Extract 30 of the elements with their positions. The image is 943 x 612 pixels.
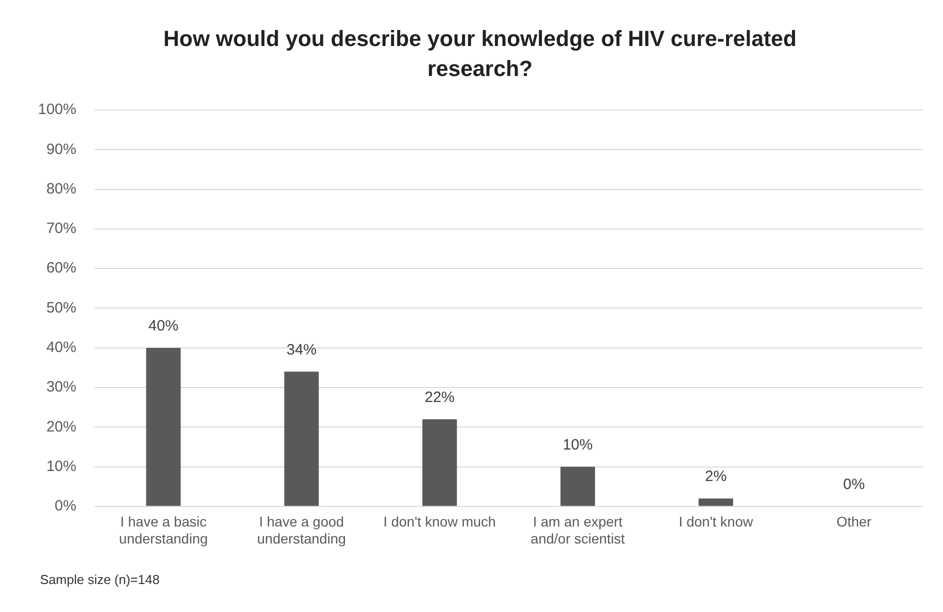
y-tick-label: 20% (46, 418, 76, 436)
y-tick-label: 0% (54, 498, 76, 515)
y-tick-label: 60% (46, 260, 76, 277)
x-tick-label: I am an expert and/or scientist (530, 514, 625, 546)
y-tick-label: 80% (46, 180, 76, 198)
y-tick-label: 70% (46, 220, 76, 238)
x-tick-label: I don't know much (383, 514, 496, 530)
x-tick-label: Other (836, 514, 872, 530)
x-tick-label: I have a basic understanding (119, 514, 208, 546)
y-tick-label: 40% (46, 338, 76, 356)
data-label: 22% (424, 388, 455, 406)
x-tick-label: I don't know (678, 514, 754, 530)
data-label: 10% (562, 436, 593, 454)
text: Sample size (n)=148 (40, 572, 160, 587)
y-tick-label: 50% (46, 299, 76, 316)
chart-title: How would you describe your knowledge of HIV cure-related research? (162, 25, 798, 83)
bar (422, 419, 457, 506)
x-tick-label: I have a good understanding (257, 514, 346, 546)
y-tick-label: 30% (46, 378, 76, 396)
bar (284, 372, 319, 506)
bar (146, 348, 181, 506)
data-label: 34% (286, 341, 317, 358)
data-label: 0% (843, 476, 865, 494)
bar (560, 466, 595, 506)
y-tick-label: 100% (38, 101, 76, 118)
y-tick-label: 90% (46, 140, 76, 158)
data-label: 40% (148, 317, 178, 334)
bar (698, 498, 734, 506)
y-tick-label: 10% (46, 458, 76, 475)
data-label: 2% (704, 468, 727, 486)
